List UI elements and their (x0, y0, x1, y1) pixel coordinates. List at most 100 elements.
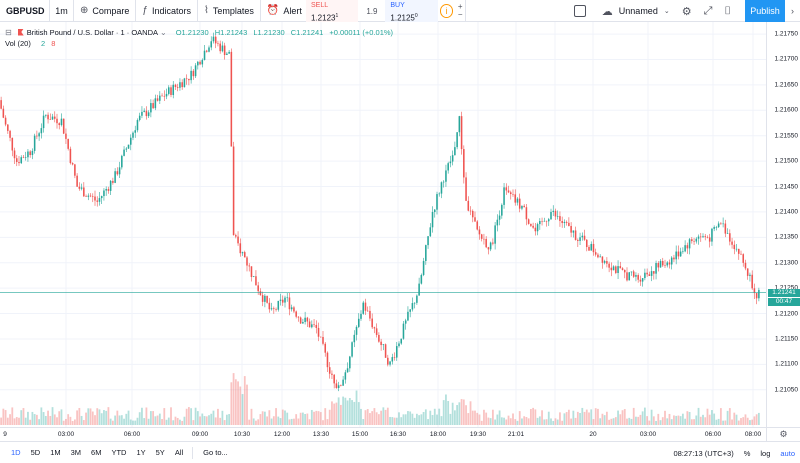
current-price-label: 1.21241 (768, 288, 800, 297)
candlestick-chart[interactable] (0, 22, 766, 427)
buy-price: 1.21250 (390, 13, 418, 23)
range-button-1m[interactable]: 1M (50, 448, 61, 457)
volume-bar (735, 414, 738, 425)
candle-body (601, 256, 604, 263)
axis-settings-icon[interactable]: ⚙ (766, 427, 800, 441)
candle-body (740, 253, 742, 255)
candle-body (259, 291, 262, 296)
range-button-ytd[interactable]: YTD (111, 448, 127, 457)
candle-body (610, 267, 613, 271)
layout-name[interactable]: Unnamed (618, 6, 658, 16)
candle-body (24, 157, 27, 158)
candle-body (228, 51, 230, 54)
volume-bar (362, 419, 365, 425)
volume-bar (641, 411, 644, 425)
volume-bar (161, 419, 163, 425)
range-button-all[interactable]: All (174, 448, 184, 457)
auto-toggle[interactable]: auto (780, 448, 795, 458)
range-button-1d[interactable]: 1D (11, 448, 21, 457)
candle-body (304, 317, 306, 322)
volume-bar (451, 402, 454, 425)
go-to-button[interactable]: Go to... (203, 448, 228, 457)
volume-bar (726, 410, 729, 425)
chevron-down-icon[interactable]: ⌄ (160, 27, 167, 37)
indicators-button[interactable]: ƒ Indicators (136, 0, 198, 22)
volume-bar (239, 386, 242, 425)
candle-body (563, 221, 566, 224)
volume-bar (138, 412, 141, 425)
candle-body (682, 251, 684, 252)
menu-chevron-icon[interactable]: › (791, 6, 794, 16)
candle-body (67, 138, 69, 149)
log-toggle[interactable]: log (760, 448, 771, 458)
volume-bar (413, 417, 416, 425)
volume-bar (270, 418, 273, 425)
volume-bar (402, 414, 405, 425)
candle-body (496, 219, 499, 226)
candle-body (416, 295, 418, 303)
volume-bar (230, 382, 233, 425)
interval-selector[interactable]: 1m (50, 0, 74, 22)
expand-icon[interactable]: ⤢ (703, 4, 713, 17)
volume-bar (717, 418, 720, 425)
candle-body (344, 372, 347, 380)
templates-button[interactable]: ⌇ Templates (198, 0, 261, 22)
camera-icon[interactable]: ⌷ (724, 4, 731, 17)
candle-body (163, 95, 166, 97)
cloud-icon[interactable]: ☁ (601, 5, 613, 18)
range-button-3m[interactable]: 3M (70, 448, 82, 457)
info-icon[interactable]: i (439, 4, 454, 18)
candle-body (199, 61, 201, 65)
price-chart[interactable] (0, 22, 766, 427)
range-button-6m[interactable]: 6M (91, 448, 102, 457)
candle-body (89, 195, 92, 197)
price-scale[interactable]: 1.21750 1.21700 1.21650 1.21600 1.21550 1.215… (766, 22, 800, 427)
fullscreen-square-icon[interactable] (573, 5, 586, 17)
sell-button[interactable]: SELL 1.21231 (306, 0, 359, 22)
volume-bar (509, 418, 512, 425)
candle-body (13, 150, 16, 159)
clock-timezone[interactable]: 08:27:13 (UTC+3) (673, 448, 734, 458)
alert-button[interactable]: ⏰ Alert (261, 0, 309, 22)
candle-body (27, 151, 29, 158)
collapse-icon[interactable]: ⊟ (5, 27, 12, 37)
candle-body (114, 171, 116, 183)
candle-body (69, 148, 72, 164)
candle-body (653, 271, 655, 274)
symbol-search[interactable]: GBPUSD (0, 0, 50, 22)
chevron-down-icon[interactable]: ⌄ (663, 8, 670, 15)
volume-bar (447, 401, 450, 425)
volume-bar (668, 413, 671, 425)
candle-body (664, 265, 666, 267)
price-tick-label: 1.21350 (774, 233, 799, 241)
volume-bar (136, 417, 139, 425)
volume-bar (744, 414, 747, 425)
candle-body (438, 193, 441, 195)
buy-button[interactable]: BUY 1.21250 (385, 0, 438, 23)
percent-toggle[interactable]: % (743, 448, 751, 458)
gear-icon[interactable]: ⚙ (681, 5, 692, 18)
volume-bar (11, 407, 14, 425)
candle-body (516, 198, 519, 203)
compare-button[interactable]: ⊕ Compare (74, 0, 137, 22)
volume-bar (147, 418, 150, 425)
candle-body (351, 342, 353, 357)
buy-label: BUY (390, 2, 405, 9)
publish-button[interactable]: Publish (745, 0, 785, 22)
volume-bar (355, 390, 358, 425)
volume-bar (141, 407, 143, 425)
time-tick-label: 15:00 (351, 431, 369, 438)
time-axis[interactable]: 9 03:00 06:00 09:00 10:30 12:00 13:30 15:00 16:3… (0, 427, 766, 441)
trade-expand-control[interactable]: + − (455, 0, 465, 22)
volume-bar (749, 420, 751, 425)
candle-body (76, 175, 78, 187)
candle-body (279, 299, 282, 301)
volume-bar (601, 413, 604, 425)
candle-body (45, 114, 47, 116)
range-button-1y[interactable]: 1Y (136, 448, 146, 457)
range-button-5y[interactable]: 5Y (155, 448, 165, 457)
range-button-5d[interactable]: 5D (30, 448, 41, 457)
candle-body (221, 45, 224, 52)
volume-bar (317, 411, 320, 425)
volume-bar (176, 417, 179, 425)
